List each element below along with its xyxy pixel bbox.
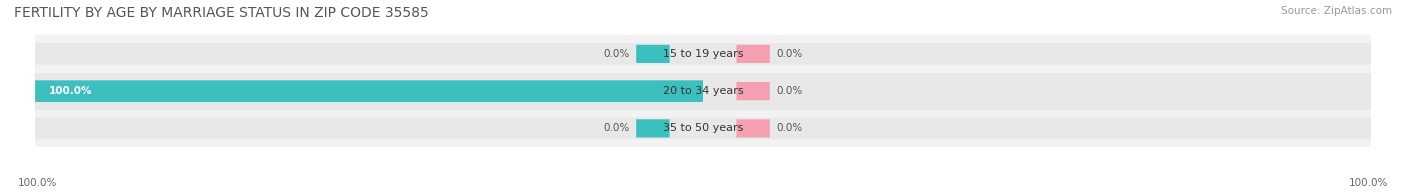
Text: FERTILITY BY AGE BY MARRIAGE STATUS IN ZIP CODE 35585: FERTILITY BY AGE BY MARRIAGE STATUS IN Z… [14, 6, 429, 20]
Text: 0.0%: 0.0% [603, 49, 630, 59]
Text: 100.0%: 100.0% [18, 178, 58, 188]
FancyBboxPatch shape [636, 45, 669, 63]
Bar [35, 35, 1371, 73]
Text: 0.0%: 0.0% [776, 123, 803, 133]
FancyBboxPatch shape [35, 80, 703, 102]
Text: 100.0%: 100.0% [48, 86, 91, 96]
FancyBboxPatch shape [737, 119, 769, 137]
FancyBboxPatch shape [636, 119, 669, 137]
Text: 35 to 50 years: 35 to 50 years [662, 123, 744, 133]
FancyBboxPatch shape [35, 118, 1371, 139]
FancyBboxPatch shape [737, 82, 769, 100]
FancyBboxPatch shape [35, 43, 1371, 65]
FancyBboxPatch shape [737, 45, 769, 63]
Text: 0.0%: 0.0% [603, 123, 630, 133]
Text: 0.0%: 0.0% [776, 49, 803, 59]
Text: 15 to 19 years: 15 to 19 years [662, 49, 744, 59]
Text: 20 to 34 years: 20 to 34 years [662, 86, 744, 96]
Text: 100.0%: 100.0% [1348, 178, 1388, 188]
Bar [35, 110, 1371, 147]
FancyBboxPatch shape [35, 80, 1371, 102]
Bar [35, 73, 1371, 110]
Text: Source: ZipAtlas.com: Source: ZipAtlas.com [1281, 6, 1392, 16]
Text: 0.0%: 0.0% [776, 86, 803, 96]
FancyBboxPatch shape [636, 82, 669, 100]
